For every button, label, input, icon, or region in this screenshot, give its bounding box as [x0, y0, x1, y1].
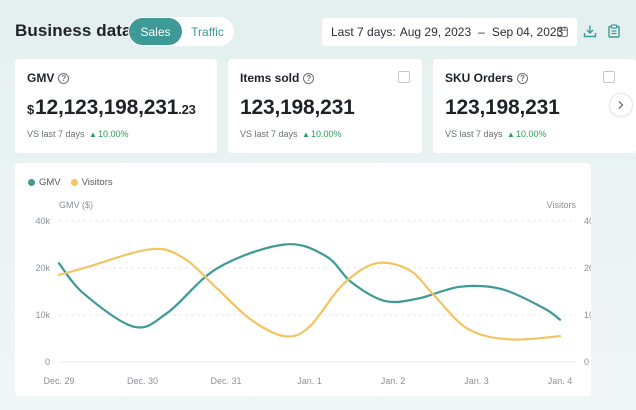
metric-title-row: GMV ?	[27, 71, 70, 85]
metric-value: 123,198,231	[445, 96, 560, 119]
y-tick-label-left: 20k	[35, 263, 50, 273]
legend-item-visitors[interactable]: Visitors	[70, 177, 113, 188]
date-range-start: Aug 29, 2023	[399, 25, 472, 39]
metric-select-checkbox[interactable]	[603, 71, 615, 83]
tab-traffic[interactable]: Traffic	[191, 24, 224, 39]
date-range-separator: –	[478, 25, 485, 39]
metric-compare-label: VS last 7 days	[240, 129, 298, 139]
metric-title-row: SKU Orders ?	[445, 71, 529, 85]
tab-sales[interactable]: Sales	[129, 18, 182, 45]
y-tick-label-left: 10k	[35, 310, 50, 320]
x-tick-label: Jan. 1	[297, 376, 322, 386]
metric-select-checkbox[interactable]	[398, 71, 410, 83]
calendar-icon	[557, 26, 568, 37]
y-axis-title-right: Visitors	[547, 200, 577, 210]
header: Business data Sales Traffic Last 7 days:…	[0, 0, 636, 62]
series-line-visitors	[57, 247, 562, 341]
chart-card: GMV Visitors 0 0 10k 10k 20k 20k 40k 40k GMV ($)…	[15, 163, 591, 396]
download-icon[interactable]	[583, 24, 597, 38]
x-tick-label: Dec. 30	[127, 376, 158, 386]
metric-value: 123,198,231	[240, 96, 355, 119]
chevron-right-icon	[618, 101, 624, 109]
metric-value-main: 12,123,198,231	[35, 96, 179, 119]
metric-card-sku-orders[interactable]: SKU Orders ? 123,198,231 VS last 7 days …	[433, 59, 636, 153]
metric-title: Items sold	[240, 71, 300, 85]
metric-title: GMV	[27, 71, 55, 85]
arrow-up-icon: ▲	[507, 130, 515, 139]
next-cards-button[interactable]	[609, 93, 633, 117]
date-range-prefix: Last 7 days:	[331, 25, 396, 39]
x-tick-label: Jan. 4	[548, 376, 573, 386]
series-line-gmv	[57, 243, 562, 329]
y-tick-label-right: 10k	[584, 310, 591, 320]
metric-change: 10.00%	[97, 129, 129, 139]
y-tick-label-right: 40k	[584, 216, 591, 226]
x-tick-label: Dec. 31	[210, 376, 241, 386]
metric-value: $12,123,198,231.23	[27, 96, 196, 120]
x-tick-label: Jan. 3	[464, 376, 489, 386]
metric-currency: $	[27, 102, 35, 117]
metric-card-items-sold[interactable]: Items sold ? 123,198,231 VS last 7 days …	[228, 59, 422, 153]
chart-legend: GMV Visitors	[28, 177, 123, 188]
legend-label-visitors: Visitors	[81, 177, 113, 188]
data-type-toggle: Sales Traffic	[128, 17, 234, 46]
arrow-up-icon: ▲	[302, 130, 310, 139]
legend-item-gmv[interactable]: GMV	[28, 177, 61, 188]
legend-dot-visitors	[70, 179, 78, 186]
y-tick-label-right: 20k	[584, 263, 591, 273]
help-icon[interactable]: ?	[58, 72, 70, 84]
date-range-end: Sep 04, 2023	[491, 25, 564, 39]
help-icon[interactable]: ?	[517, 72, 529, 84]
metric-change: 10.00%	[310, 129, 342, 139]
clipboard-icon[interactable]	[607, 24, 621, 38]
y-axis-title-left: GMV ($)	[59, 200, 93, 210]
metric-compare: VS last 7 days ▲10.00%	[445, 129, 547, 139]
y-tick-label-left: 0	[45, 357, 50, 367]
arrow-up-icon: ▲	[89, 130, 97, 139]
metric-compare-label: VS last 7 days	[27, 129, 85, 139]
metric-card-gmv[interactable]: GMV ? $12,123,198,231.23 VS last 7 days …	[15, 59, 217, 153]
x-tick-label: Jan. 2	[381, 376, 406, 386]
metric-title: SKU Orders	[445, 71, 514, 85]
chart-plot: 0 0 10k 10k 20k 20k 40k 40k GMV ($) Visitors Dec. …	[35, 200, 591, 386]
date-range-picker[interactable]: Last 7 days: Aug 29, 2023 – Sep 04, 2023	[322, 18, 577, 46]
metric-title-row: Items sold ?	[240, 71, 315, 85]
legend-dot-gmv	[28, 179, 35, 186]
metric-value-decimal: .23	[178, 102, 196, 117]
metric-compare: VS last 7 days ▲10.00%	[27, 129, 129, 139]
metric-compare: VS last 7 days ▲10.00%	[240, 129, 342, 139]
y-tick-label-left: 40k	[35, 216, 50, 226]
metric-change: 10.00%	[515, 129, 547, 139]
help-icon[interactable]: ?	[303, 72, 315, 84]
metric-compare-label: VS last 7 days	[445, 129, 503, 139]
y-tick-label-right: 0	[584, 357, 589, 367]
page-title: Business data	[15, 21, 132, 40]
x-tick-label: Dec. 29	[43, 376, 74, 386]
legend-label-gmv: GMV	[39, 177, 61, 188]
